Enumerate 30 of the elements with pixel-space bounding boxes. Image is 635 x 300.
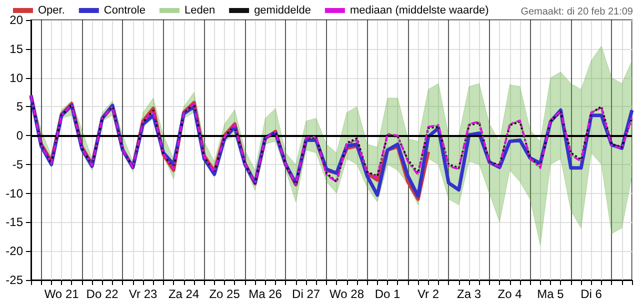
x-tick-label: Za 3 [457, 287, 482, 300]
y-tick-label: 10 [10, 70, 24, 85]
x-tick-label: Ma 26 [248, 287, 282, 300]
legend-label: Controle [104, 4, 146, 16]
x-tick-label: Vr 23 [128, 287, 158, 300]
x-tick-label: Do 1 [374, 287, 401, 300]
y-tick-label: 20 [10, 13, 24, 27]
x-tick-label: Ma 5 [537, 287, 564, 300]
x-tick-label: Wo 28 [330, 287, 364, 300]
y-tick-label: -15 [6, 215, 24, 230]
y-tick-label: 5 [16, 100, 24, 114]
x-tick-label: Vr 2 [417, 287, 440, 300]
text: Gemaakt: di 20 feb 21:09 [520, 6, 634, 18]
x-tick-label: Wo 21 [44, 287, 80, 300]
legend-label: Leden [184, 4, 216, 16]
x-tick-label: Di 6 [580, 287, 602, 300]
y-tick-label: 0 [16, 128, 24, 143]
y-tick-label: -5 [12, 157, 24, 172]
y-tick-label: -10 [6, 186, 24, 200]
x-tick-label: Za 24 [168, 287, 200, 300]
x-tick-label: Do 22 [86, 287, 119, 300]
x-tick-label: Di 27 [292, 287, 320, 300]
legend-label: Oper. [38, 4, 65, 16]
legend-label: mediaan (middelste waarde) [350, 4, 489, 16]
y-tick-label: -20 [6, 244, 24, 258]
legend-label: gemiddelde [254, 4, 311, 16]
x-tick-label: Zo 25 [209, 287, 240, 300]
y-tick-label: -25 [6, 273, 24, 287]
y-tick-label: 15 [10, 42, 24, 56]
x-tick-label: Zo 4 [498, 287, 522, 300]
